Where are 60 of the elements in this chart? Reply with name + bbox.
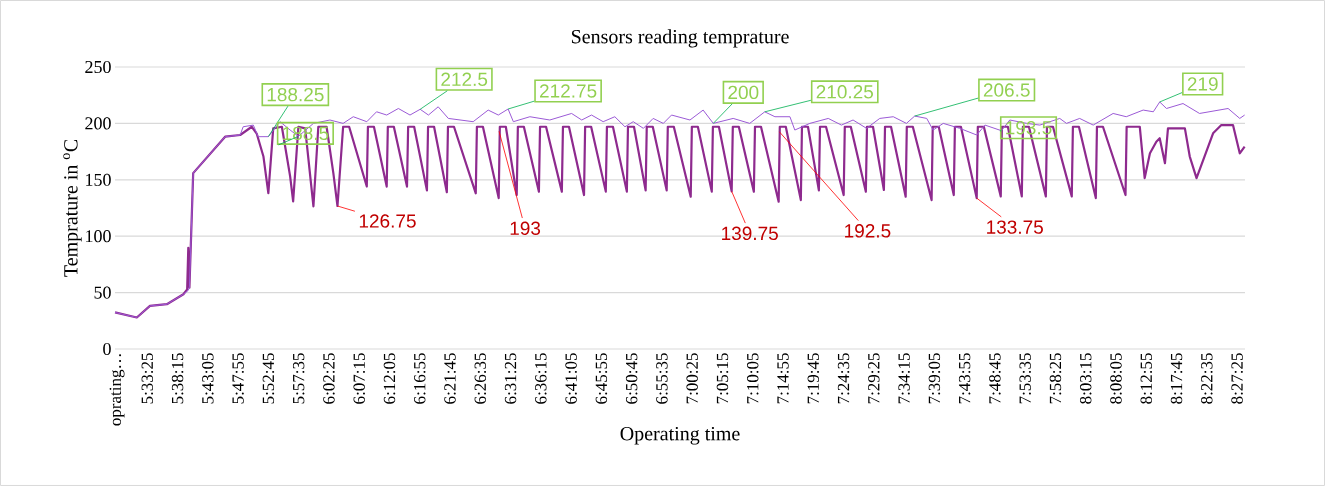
x-tick-label: 8:22:35 xyxy=(1201,353,1213,404)
annotation: 193.5 xyxy=(1006,120,1052,135)
x-tick-label: 8:17:45 xyxy=(1170,353,1183,404)
x-tick-label: 7:10:05 xyxy=(746,353,759,404)
annotation: 219 xyxy=(1187,77,1218,91)
annotation: 212.75 xyxy=(539,84,597,98)
x-tick-label: 7:00:25 xyxy=(686,353,698,404)
annotation: 200 xyxy=(728,85,759,100)
x-tick-label: 6:45:55 xyxy=(595,353,608,404)
annotation: 192.5 xyxy=(845,224,891,238)
annotation: 126.75 xyxy=(359,214,416,228)
x-tick-label: 7:19:45 xyxy=(807,353,820,404)
x-tick-label: 6:07:15 xyxy=(353,353,365,404)
x-tick-label: 6:41:05 xyxy=(565,353,577,404)
chart-title: Sensors reading temprature xyxy=(571,29,789,48)
y-tick-label: 250 xyxy=(85,60,111,74)
x-tick-label: 5:43:05 xyxy=(202,353,214,404)
x-tick-label: 6:31:25 xyxy=(504,353,517,404)
x-tick-label: 6:36:15 xyxy=(535,353,547,404)
annotation: 188.25 xyxy=(267,87,324,102)
x-tick-label: 7:14:55 xyxy=(777,353,789,404)
x-tick-label: 7:05:15 xyxy=(716,353,729,404)
x-tick-label: 6:50:45 xyxy=(625,353,638,404)
annotation: 210.25 xyxy=(816,85,873,99)
x-tick-label: 6:55:35 xyxy=(656,353,668,404)
x-tick-label: 7:34:15 xyxy=(898,353,910,404)
x-tick-label: 5:52:45 xyxy=(262,353,275,404)
x-tick-label: 7:29:25 xyxy=(868,353,880,404)
x-tick-label: 5:38:15 xyxy=(171,353,184,404)
y-tick-label: 200 xyxy=(85,117,111,130)
annotation: 193 xyxy=(510,221,541,236)
annotation: 139.75 xyxy=(722,226,778,241)
x-tick-label: 6:12:05 xyxy=(383,353,396,404)
x-tick-label: 7:58:25 xyxy=(1049,353,1062,404)
x-tick-label: 7:24:35 xyxy=(837,353,850,404)
x-tick-label: 5:33:25 xyxy=(141,353,154,404)
x-tick-label: 7:53:35 xyxy=(1019,353,1031,404)
x-tick-label: 5:47:55 xyxy=(232,353,244,404)
x-tick-label: 6:02:25 xyxy=(323,353,335,404)
x-tick-label: 7:48:45 xyxy=(989,353,1001,404)
x-tick-label: 8:12:55 xyxy=(1140,353,1153,404)
x-axis-title: Operating time xyxy=(620,426,740,445)
annotation: 212.5 xyxy=(441,72,488,87)
x-tick-label: oprating… xyxy=(109,354,125,426)
x-tick-label: 6:26:35 xyxy=(474,353,487,404)
x-tick-label: 8:08:05 xyxy=(1110,353,1122,404)
x-tick-label: 8:27:25 xyxy=(1231,353,1243,404)
y-tick-label: 0 xyxy=(103,342,111,356)
annotation: 206.5 xyxy=(983,83,1030,97)
y-tick-label: 50 xyxy=(94,286,111,299)
x-tick-label: 8:03:15 xyxy=(1079,353,1092,404)
x-tick-label: 6:21:45 xyxy=(444,353,456,404)
x-tick-label: 5:57:35 xyxy=(292,353,305,404)
x-tick-label: 7:39:05 xyxy=(928,353,941,404)
annotation: 133.75 xyxy=(987,220,1043,234)
y-tick-label: 100 xyxy=(86,230,111,243)
y-axis-title: Temprature in $^{o}$C xyxy=(63,139,82,277)
x-tick-label: 7:43:55 xyxy=(958,353,971,404)
y-tick-label: 150 xyxy=(86,173,111,186)
x-tick-label: 6:16:55 xyxy=(414,353,426,404)
